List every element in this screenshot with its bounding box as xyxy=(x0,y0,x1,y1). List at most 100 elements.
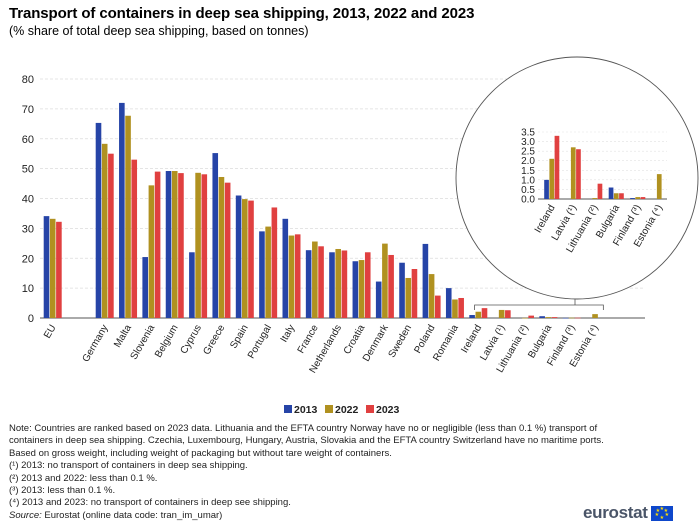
bar-2022-11 xyxy=(335,248,341,318)
inset-bar-2023-2 xyxy=(597,183,603,199)
bar-2022-3 xyxy=(148,185,155,318)
eurostat-logo: eurostat ★ ★ ★ ★ ★ ★ xyxy=(583,503,673,523)
x-tick-label: Cyprus xyxy=(179,323,204,356)
y-tick-label: 70 xyxy=(22,104,34,116)
bar-2023-1 xyxy=(108,153,114,318)
notes-block: Note: Countries are ranked based on 2023… xyxy=(9,423,609,522)
x-tick-label: Germany xyxy=(81,323,111,364)
bar-2013-0 xyxy=(43,216,50,318)
bar-2023-18 xyxy=(505,310,511,318)
inset-y-tick-label: 0.0 xyxy=(521,195,535,206)
bar-2023-6 xyxy=(224,182,231,318)
bar-2013-8 xyxy=(259,231,265,318)
inset-bar-2022-1 xyxy=(570,147,576,199)
chart-title: Transport of containers in deep sea ship… xyxy=(9,5,475,22)
bar-2013-5 xyxy=(189,252,195,318)
bar-2023-20 xyxy=(551,317,558,318)
bar-2023-17 xyxy=(481,308,488,318)
x-tick-label: Greece xyxy=(201,323,227,357)
inset-bar-2022-5 xyxy=(656,174,662,199)
inset-bar-2013-0 xyxy=(544,179,549,199)
bar-2013-1 xyxy=(95,122,102,318)
bar-2022-5 xyxy=(195,172,201,318)
footnote-4: (⁴) 2013 and 2023: no transport of conta… xyxy=(9,497,291,509)
x-tick-label: Spain xyxy=(228,323,250,351)
zoom-bracket xyxy=(474,304,604,310)
inset-y-tick-label: 1.5 xyxy=(521,166,535,177)
footnote-1: (¹) 2013: no transport of containers in … xyxy=(9,460,248,472)
bar-2022-16 xyxy=(452,299,458,318)
bar-2013-15 xyxy=(422,243,429,318)
bar-2022-17 xyxy=(475,311,482,318)
inset-bar-2022-2 xyxy=(592,198,598,199)
chart-subtitle: (% share of total deep sea shipping, bas… xyxy=(9,24,309,38)
bar-2022-9 xyxy=(288,235,295,318)
bar-2023-10 xyxy=(318,246,324,318)
y-tick-label: 0 xyxy=(28,313,34,325)
bar-2013-16 xyxy=(445,288,452,318)
eu-flag-icon: ★ ★ ★ ★ ★ ★ xyxy=(650,505,673,521)
y-tick-label: 60 xyxy=(22,134,34,146)
bar-2013-9 xyxy=(282,218,289,318)
bar-2023-2 xyxy=(131,159,138,318)
note-main: Note: Countries are ranked based on 2023… xyxy=(9,423,607,459)
bar-2013-12 xyxy=(352,261,359,318)
inset-bar-2013-4 xyxy=(630,198,635,199)
bar-2022-14 xyxy=(405,277,412,318)
y-tick-label: 50 xyxy=(22,164,34,176)
bar-2022-19 xyxy=(522,317,528,319)
bar-2013-4 xyxy=(165,171,172,318)
bar-2013-10 xyxy=(305,250,312,318)
bar-2023-13 xyxy=(388,254,394,318)
bar-2023-4 xyxy=(178,173,184,318)
eurostat-wordmark: eurostat xyxy=(583,503,648,522)
bar-2023-0 xyxy=(56,221,62,318)
x-tick-label: EU xyxy=(42,323,58,341)
inset-y-tick-label: 1.0 xyxy=(521,175,535,186)
bar-2023-19 xyxy=(528,315,534,318)
legend-swatch-2013 xyxy=(284,405,292,413)
bar-2022-2 xyxy=(125,115,131,318)
bar-2023-12 xyxy=(364,252,371,318)
source-text: Eurostat (online data code: tran_im_umar… xyxy=(41,509,223,521)
inset-bar-2022-3 xyxy=(613,193,619,199)
legend-label-2013: 2013 xyxy=(294,404,318,416)
bar-2022-1 xyxy=(101,143,108,318)
y-tick-label: 20 xyxy=(22,253,34,265)
legend-swatch-2023 xyxy=(366,405,374,413)
bar-2023-7 xyxy=(248,200,254,318)
footnote-3: (³) 2013: less than 0.1 %. xyxy=(9,485,116,497)
bar-2023-3 xyxy=(154,171,161,318)
inset-bar-2023-1 xyxy=(576,149,581,199)
bar-2022-0 xyxy=(49,218,56,318)
bar-2023-15 xyxy=(435,295,441,318)
bar-2022-10 xyxy=(312,241,318,318)
inset-bar-2022-4 xyxy=(635,197,641,199)
bar-2022-6 xyxy=(218,176,225,318)
bar-2022-15 xyxy=(428,274,435,318)
bar-2023-16 xyxy=(458,297,464,318)
inset-bar-2022-0 xyxy=(549,158,555,199)
inset-y-tick-label: 2.5 xyxy=(521,147,535,158)
inset-bar-2023-0 xyxy=(554,135,560,199)
bar-2013-6 xyxy=(212,153,219,318)
bar-2022-18 xyxy=(498,309,505,318)
bar-2013-17 xyxy=(469,315,475,318)
legend-swatch-2022 xyxy=(325,405,333,413)
bar-2013-11 xyxy=(329,252,335,318)
y-tick-label: 80 xyxy=(22,74,34,86)
inset-y-tick-label: 2.0 xyxy=(521,156,535,167)
bar-2022-7 xyxy=(242,199,248,318)
bar-2023-11 xyxy=(341,250,348,318)
source-line: Source: Eurostat (online data code: tran… xyxy=(9,510,609,522)
bar-2013-7 xyxy=(235,195,242,318)
x-tick-label: Poland xyxy=(412,323,437,355)
bar-2013-20 xyxy=(539,316,545,318)
bar-2013-2 xyxy=(119,102,125,319)
bar-2013-13 xyxy=(375,281,382,318)
bar-2023-9 xyxy=(294,234,301,318)
bar-2013-21 xyxy=(562,317,569,319)
bar-2013-14 xyxy=(399,262,405,318)
legend-label-2022: 2022 xyxy=(335,404,359,416)
